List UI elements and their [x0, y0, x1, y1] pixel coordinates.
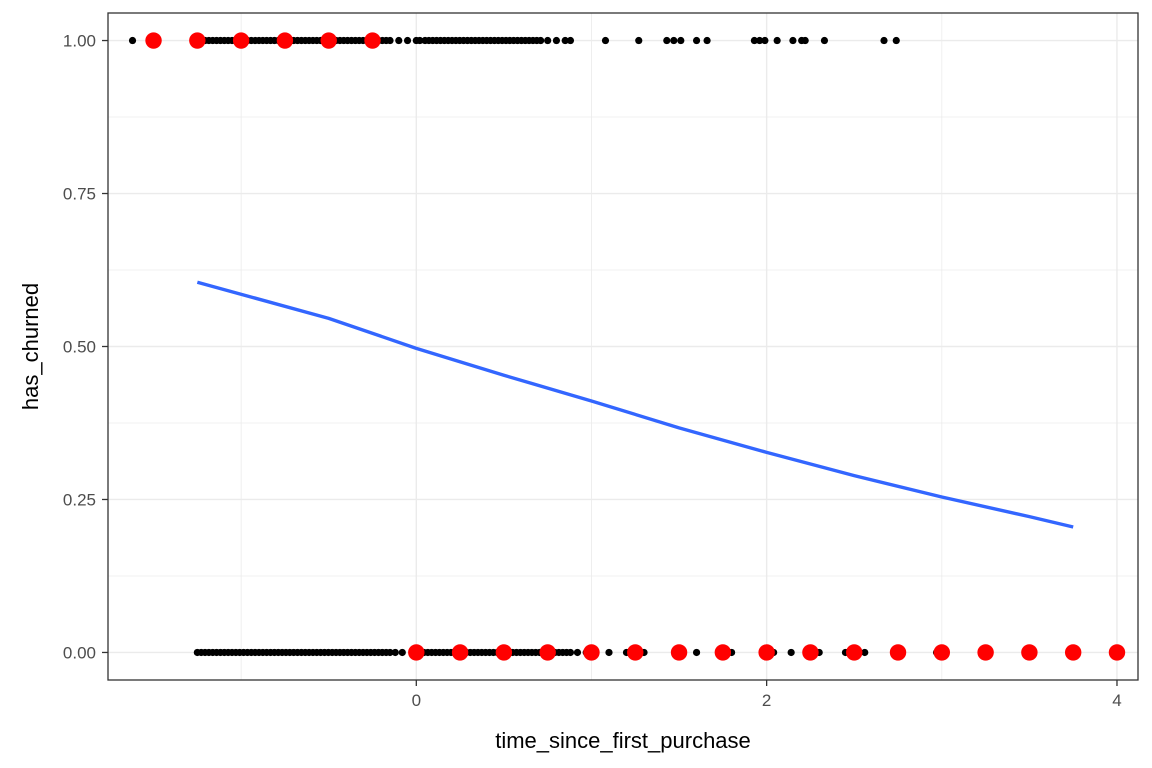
prediction-point: [539, 644, 556, 661]
observed-point: [692, 648, 701, 657]
observed-point: [573, 648, 582, 657]
observed-point: [605, 648, 613, 657]
x-tick-label: 0: [412, 691, 421, 710]
observed-point: [566, 36, 575, 45]
observed-point: [773, 36, 781, 45]
trend-line-group: [196, 280, 1074, 529]
x-tick-label: 4: [1112, 691, 1121, 710]
x-axis-title: time_since_first_purchase: [495, 728, 751, 753]
prediction-point: [364, 32, 381, 49]
observed-point: [861, 648, 869, 657]
x-tick-label: 2: [762, 691, 771, 710]
observed-point: [386, 36, 394, 45]
observed-point: [756, 36, 764, 45]
y-tick-label: 1.00: [63, 32, 96, 51]
observed-point: [703, 36, 711, 45]
observed-points: [128, 36, 988, 657]
prediction-points: [145, 32, 1126, 661]
observed-point: [566, 648, 575, 657]
observed-point: [416, 36, 424, 45]
observed-point: [692, 36, 701, 45]
prediction-point: [1108, 644, 1126, 661]
observed-point: [787, 648, 795, 657]
observed-point: [552, 36, 561, 45]
prediction-point: [889, 644, 907, 661]
observed-point: [128, 36, 137, 45]
observed-point: [544, 36, 552, 45]
prediction-point: [232, 32, 250, 49]
prediction-point: [408, 644, 425, 661]
prediction-point: [977, 644, 994, 661]
observed-point: [670, 36, 678, 45]
observed-point: [892, 36, 900, 45]
y-tick-label: 0.75: [63, 185, 96, 204]
prediction-point: [145, 32, 162, 49]
prediction-point: [627, 644, 644, 661]
prediction-point: [451, 644, 469, 661]
observed-point: [820, 36, 829, 45]
observed-point: [601, 36, 610, 45]
prediction-point: [495, 644, 513, 661]
y-axis: 0.00 0.25 0.50 0.75 1.00: [63, 32, 108, 662]
prediction-point: [933, 644, 951, 661]
prediction-point: [846, 644, 863, 661]
x-axis: 0 2 4: [412, 680, 1122, 710]
y-tick-label: 0.00: [63, 643, 96, 662]
prediction-point: [670, 644, 688, 661]
prediction-point: [276, 32, 294, 49]
observed-point: [663, 36, 671, 45]
y-tick-label: 0.50: [63, 338, 96, 357]
observed-point: [561, 36, 569, 45]
observed-point: [880, 36, 888, 45]
observed-point: [395, 36, 403, 45]
prediction-point: [758, 644, 775, 661]
prediction-point: [1064, 644, 1082, 661]
observed-point: [789, 36, 797, 45]
observed-point: [403, 36, 412, 45]
y-tick-label: 0.25: [63, 490, 96, 509]
observed-point: [398, 648, 406, 657]
observed-point: [677, 36, 685, 45]
prediction-point: [320, 32, 337, 49]
observed-point: [750, 36, 758, 45]
prediction-point: [583, 644, 600, 661]
observed-point: [801, 36, 809, 45]
observed-point: [635, 36, 643, 45]
prediction-point: [802, 644, 819, 661]
observed-point: [761, 36, 769, 45]
prediction-point: [189, 32, 206, 49]
observed-point: [537, 36, 545, 45]
prediction-point: [714, 644, 732, 661]
y-axis-title: has_churned: [18, 283, 43, 410]
trend-line: [196, 280, 1074, 529]
observed-point: [386, 648, 394, 657]
observed-point: [391, 648, 399, 657]
prediction-point: [1021, 644, 1038, 661]
